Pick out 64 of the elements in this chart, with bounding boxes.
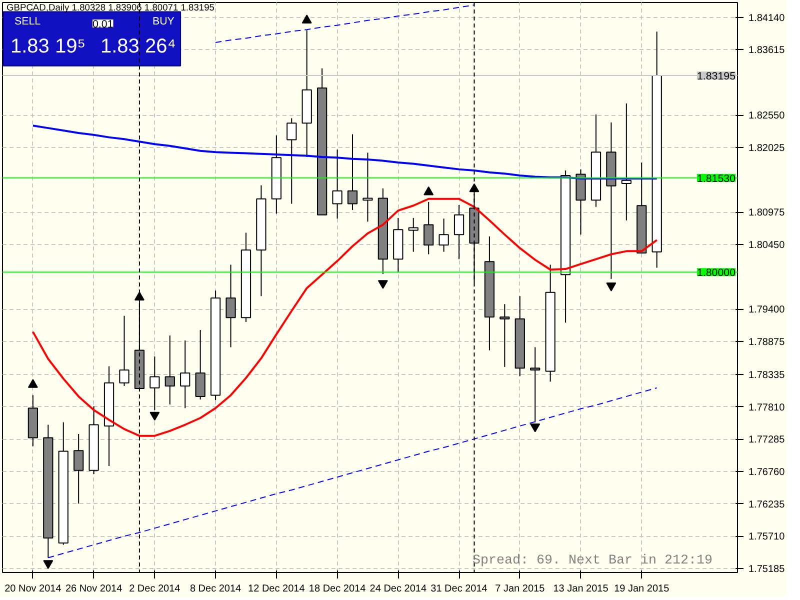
- y-tick-label: 1.79400: [748, 304, 786, 316]
- y-tick-label: 1.76235: [748, 499, 786, 510]
- candlestick: [500, 304, 510, 368]
- candlestick: [195, 329, 206, 400]
- point: [302, 14, 312, 24]
- annotation: 1.83 19⁵: [10, 36, 86, 58]
- x-tick-label: 26 Nov 2014: [65, 584, 123, 594]
- y-tick-label: 1.75185: [748, 564, 786, 575]
- y-tick-label: 1.76760: [748, 467, 786, 478]
- point: [469, 183, 480, 192]
- point: [150, 412, 160, 421]
- candlestick: [454, 204, 464, 260]
- x-tick-label: 2 Dec 2014: [129, 584, 181, 594]
- point: [424, 186, 434, 196]
- y-tick-label: 1.83615: [748, 45, 786, 56]
- annotation: Spread: 69. Next Bar in 212:19: [472, 554, 712, 568]
- y-tick-label: 1.77285: [748, 434, 786, 446]
- y-tick-label: 1.80450: [748, 240, 786, 251]
- y-tick-label: 1.82550: [748, 110, 786, 122]
- y-tick-label: 1.82025: [748, 142, 786, 154]
- point: [134, 292, 144, 300]
- y-tick-label: 1.77810: [748, 402, 786, 414]
- point: [606, 282, 616, 292]
- y-tick-label: 1.80975: [748, 208, 786, 219]
- candlestick: [150, 356, 160, 410]
- candlestick: [74, 434, 84, 504]
- ref-line-label: 1.81530: [696, 172, 736, 185]
- x-tick-label: 12 Dec 2014: [248, 584, 306, 594]
- candlestick: [621, 102, 632, 221]
- x-tick-label: 7 Jan 2015: [495, 584, 546, 594]
- x-tick-label: 19 Jan 2015: [614, 584, 670, 594]
- y-tick-label: 1.78875: [748, 336, 786, 348]
- x-tick-label: 13 Jan 2015: [553, 584, 609, 594]
- y-tick-label: 1.84140: [748, 12, 786, 24]
- x-tick-label: 18 Dec 2014: [308, 584, 366, 594]
- ref-line-label: 1.80000: [696, 267, 736, 280]
- candlestick: [180, 340, 190, 409]
- x-tick-label: 8 Dec 2014: [190, 584, 242, 594]
- point: [378, 280, 388, 289]
- candlestick: [226, 264, 236, 348]
- annotation: SELL: [14, 16, 41, 28]
- x-tick-label: 31 Dec 2014: [430, 584, 488, 594]
- y-tick-label: 1.75710: [748, 532, 786, 543]
- y-tick-label: 1.78335: [748, 370, 786, 382]
- candlestick: [408, 217, 418, 252]
- candlestick: [438, 218, 449, 252]
- candlestick: [362, 152, 373, 222]
- chart-title: GBPCAD,Daily 1.80328 1.83906 1.80071 1.83195: [6, 2, 214, 12]
- candlestick: [332, 149, 342, 220]
- annotation: 1.83 26⁴: [100, 36, 176, 58]
- line-series: [215, 4, 475, 44]
- candlestick: [424, 201, 434, 255]
- point: [530, 424, 540, 432]
- annotation: 0.01: [92, 18, 114, 30]
- ref-line-label: 1.83195: [696, 70, 736, 82]
- candlestick: [286, 118, 297, 204]
- x-tick-label: 20 Nov 2014: [4, 584, 62, 594]
- x-tick-label: 24 Dec 2014: [370, 584, 427, 594]
- line-series: [32, 198, 658, 437]
- annotation: BUY: [152, 16, 174, 28]
- candlestick: [164, 335, 175, 405]
- candlestick: [347, 134, 358, 210]
- point: [43, 560, 54, 569]
- candlestick: [119, 315, 130, 386]
